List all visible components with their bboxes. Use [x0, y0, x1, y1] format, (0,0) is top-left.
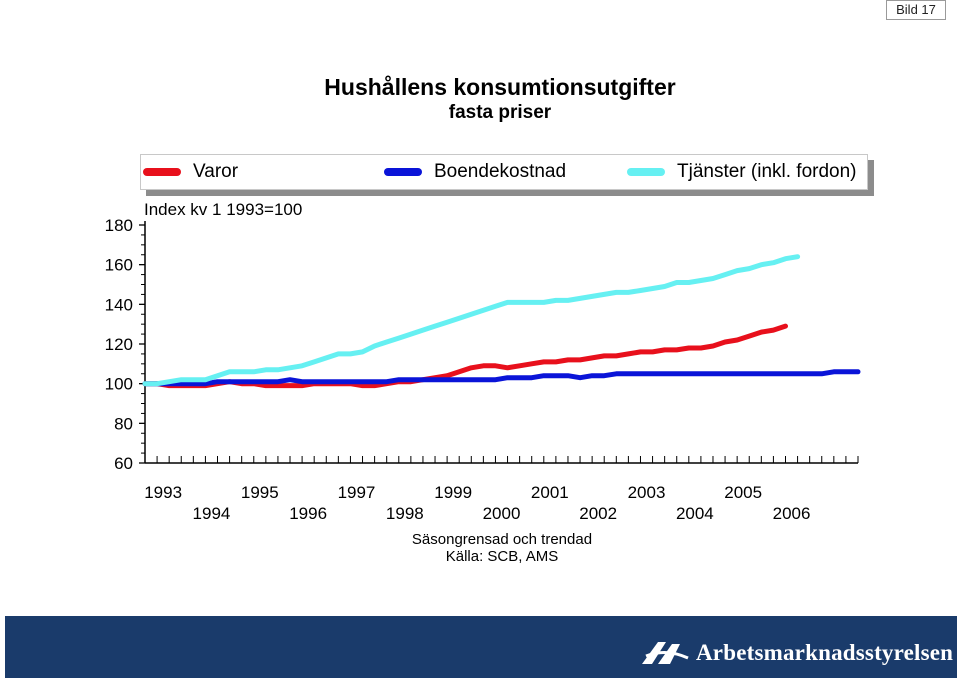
- series-line-2: [142, 254, 801, 387]
- legend: Varor Boendekostnad Tjänster (inkl. ford…: [140, 154, 868, 190]
- legend-item-boendekostnad: Boendekostnad: [384, 155, 566, 189]
- legend-swatch-tjanster: [627, 168, 665, 176]
- note-seasonal: Säsongrensad och trendad: [412, 531, 592, 548]
- legend-swatch-boendekostnad: [384, 168, 422, 176]
- series-layer: [142, 254, 861, 389]
- y-tick-label: 180: [105, 216, 133, 235]
- series-line-1: [142, 369, 861, 387]
- index-label: Index kv 1 1993=100: [144, 200, 302, 219]
- slide-number: Bild 17: [886, 0, 946, 20]
- footer-band: [5, 616, 957, 678]
- legend-item-tjanster: Tjänster (inkl. fordon): [627, 155, 857, 189]
- chart-title: Hushållens konsumtionsutgifter: [324, 74, 676, 100]
- y-tick-label: 120: [105, 335, 133, 354]
- x-year-label: 2005: [724, 483, 762, 502]
- y-tick-label: 160: [105, 256, 133, 275]
- x-year-label: 2003: [628, 483, 666, 502]
- x-year-label: 2001: [531, 483, 569, 502]
- y-tick-label: 100: [105, 375, 133, 394]
- legend-label-tjanster: Tjänster (inkl. fordon): [677, 161, 857, 182]
- note-source: Källa: SCB, AMS: [446, 548, 559, 565]
- tick-labels: 60 80 100 120 140 160 180 1993 1995 1997 1999 2001 2…: [105, 216, 811, 523]
- y-tick-label: 60: [114, 454, 133, 473]
- org-name: Arbetsmarknadsstyrelsen: [696, 640, 954, 665]
- legend-label-varor: Varor: [193, 161, 239, 182]
- line-chart: Index kv 1 1993=100 60 80 100 120 140 160 180 1…: [105, 200, 861, 565]
- x-year-label: 1993: [144, 483, 182, 502]
- series-line-0: [142, 323, 788, 389]
- x-year-label: 2004: [676, 504, 714, 523]
- chart-subtitle: fasta priser: [448, 102, 552, 123]
- legend-swatch-varor: [143, 168, 181, 176]
- x-year-label: 1998: [386, 504, 424, 523]
- y-tick-label: 80: [114, 414, 133, 433]
- axes: [139, 221, 859, 464]
- org-logo-icon: [642, 642, 689, 664]
- x-year-label: 1999: [434, 483, 472, 502]
- x-year-label: 2002: [579, 504, 617, 523]
- legend-label-boendekostnad: Boendekostnad: [434, 161, 567, 182]
- x-year-label: 2006: [773, 504, 811, 523]
- x-year-label: 1995: [241, 483, 279, 502]
- x-year-label: 1997: [338, 483, 376, 502]
- x-year-label: 1996: [289, 504, 327, 523]
- x-year-label: 1994: [193, 504, 231, 523]
- y-tick-label: 140: [105, 295, 133, 314]
- legend-item-varor: Varor: [143, 155, 238, 189]
- x-year-label: 2000: [483, 504, 521, 523]
